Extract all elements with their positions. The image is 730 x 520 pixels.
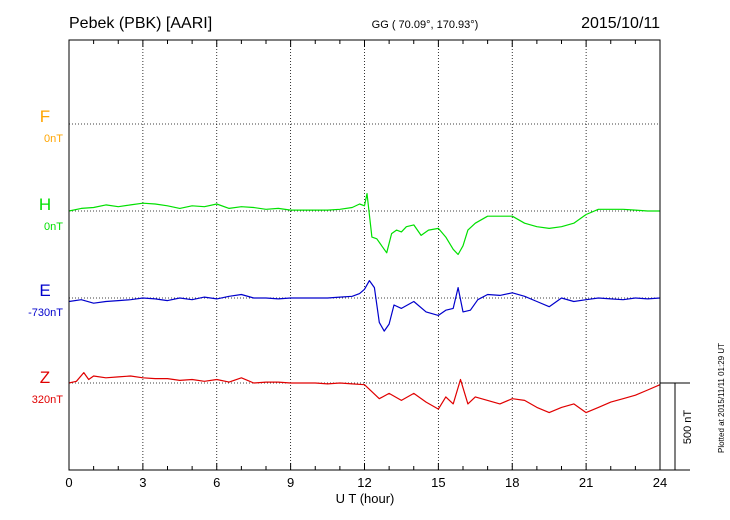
x-axis-tick-labels: 0 3 6 9 12 15 18 21 24	[65, 475, 667, 490]
x-tick-label-3: 3	[139, 475, 146, 490]
series-baseline-label-H: 0nT	[44, 221, 63, 233]
date-label: 2015/10/11	[581, 15, 660, 32]
x-tick-label-21: 21	[579, 475, 593, 490]
x-tick-label-15: 15	[431, 475, 445, 490]
coords-label: GG ( 70.09°, 170.93°)	[372, 19, 479, 31]
x-tick-label-9: 9	[287, 475, 294, 490]
series-line-Z	[68, 372, 661, 414]
x-tick-label-18: 18	[505, 475, 519, 490]
series-labels: F 0nT H 0nT E -730nT Z 320nT	[28, 107, 63, 406]
series-line-H	[68, 193, 660, 256]
series-line-E	[68, 280, 661, 332]
x-tick-label-24: 24	[653, 475, 667, 490]
x-axis-ticks	[68, 40, 661, 470]
series-baseline-label-F: 0nT	[44, 133, 63, 145]
series-lines	[68, 193, 661, 414]
series-label-E: E	[39, 281, 50, 300]
series-label-Z: Z	[40, 368, 50, 387]
plotted-at-note: Plotted at 2015/11/11 01:29 UT	[717, 343, 726, 453]
x-tick-label-6: 6	[213, 475, 220, 490]
series-label-H: H	[39, 195, 51, 214]
x-tick-label-12: 12	[357, 475, 371, 490]
scale-bar: 500 nT	[660, 382, 694, 471]
series-baseline-label-E: -730nT	[28, 307, 63, 319]
station-title: Pebek (PBK) [AARI]	[69, 15, 212, 32]
scale-bar-label: 500 nT	[682, 410, 694, 445]
x-axis-label: U T (hour)	[336, 491, 395, 506]
plot-frame	[68, 39, 661, 471]
x-tick-label-0: 0	[65, 475, 72, 490]
series-label-F: F	[40, 107, 50, 126]
grid-lines	[142, 40, 587, 470]
series-baseline-label-Z: 320nT	[32, 394, 63, 406]
